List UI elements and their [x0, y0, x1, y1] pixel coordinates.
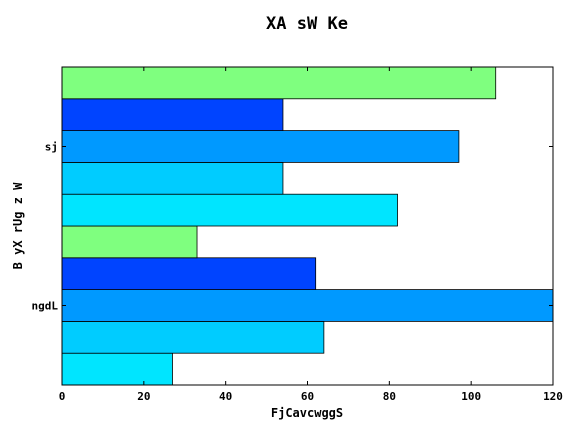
bar-ngdL-s1 [61, 320, 325, 354]
x-tick-label: 120 [543, 390, 563, 403]
chart-title: XA sW Ke [266, 14, 348, 34]
bar-sj-s2 [61, 130, 460, 163]
bar-ngdL-s4 [61, 225, 198, 259]
plot-frame [61, 66, 554, 386]
bar-sj-s0 [61, 193, 398, 227]
y-axis-label: B yX rUg z W [11, 182, 25, 269]
x-tick-label: 80 [383, 390, 396, 403]
bar-sj-s3 [61, 98, 284, 132]
y-tick-label: sj [45, 141, 58, 154]
x-axis-label: FjCavcwggS [271, 406, 343, 420]
ticks-group: ngdL sj 0 20 40 60 80 100 120 [32, 67, 563, 403]
bar-ngdL-s0 [61, 352, 173, 386]
x-tick-label: 100 [461, 390, 481, 403]
bar-ngdL-s2 [61, 289, 554, 322]
bar-sj-s4 [61, 66, 497, 100]
bars-group [61, 66, 554, 386]
x-tick-label: 60 [301, 390, 314, 403]
x-tick-label: 0 [59, 390, 66, 403]
y-tick-label: ngdL [32, 300, 59, 313]
x-tick-label: 20 [137, 390, 150, 403]
x-tick-label: 40 [219, 390, 232, 403]
bar-ngdL-s3 [61, 257, 317, 290]
bar-sj-s1 [61, 161, 284, 195]
